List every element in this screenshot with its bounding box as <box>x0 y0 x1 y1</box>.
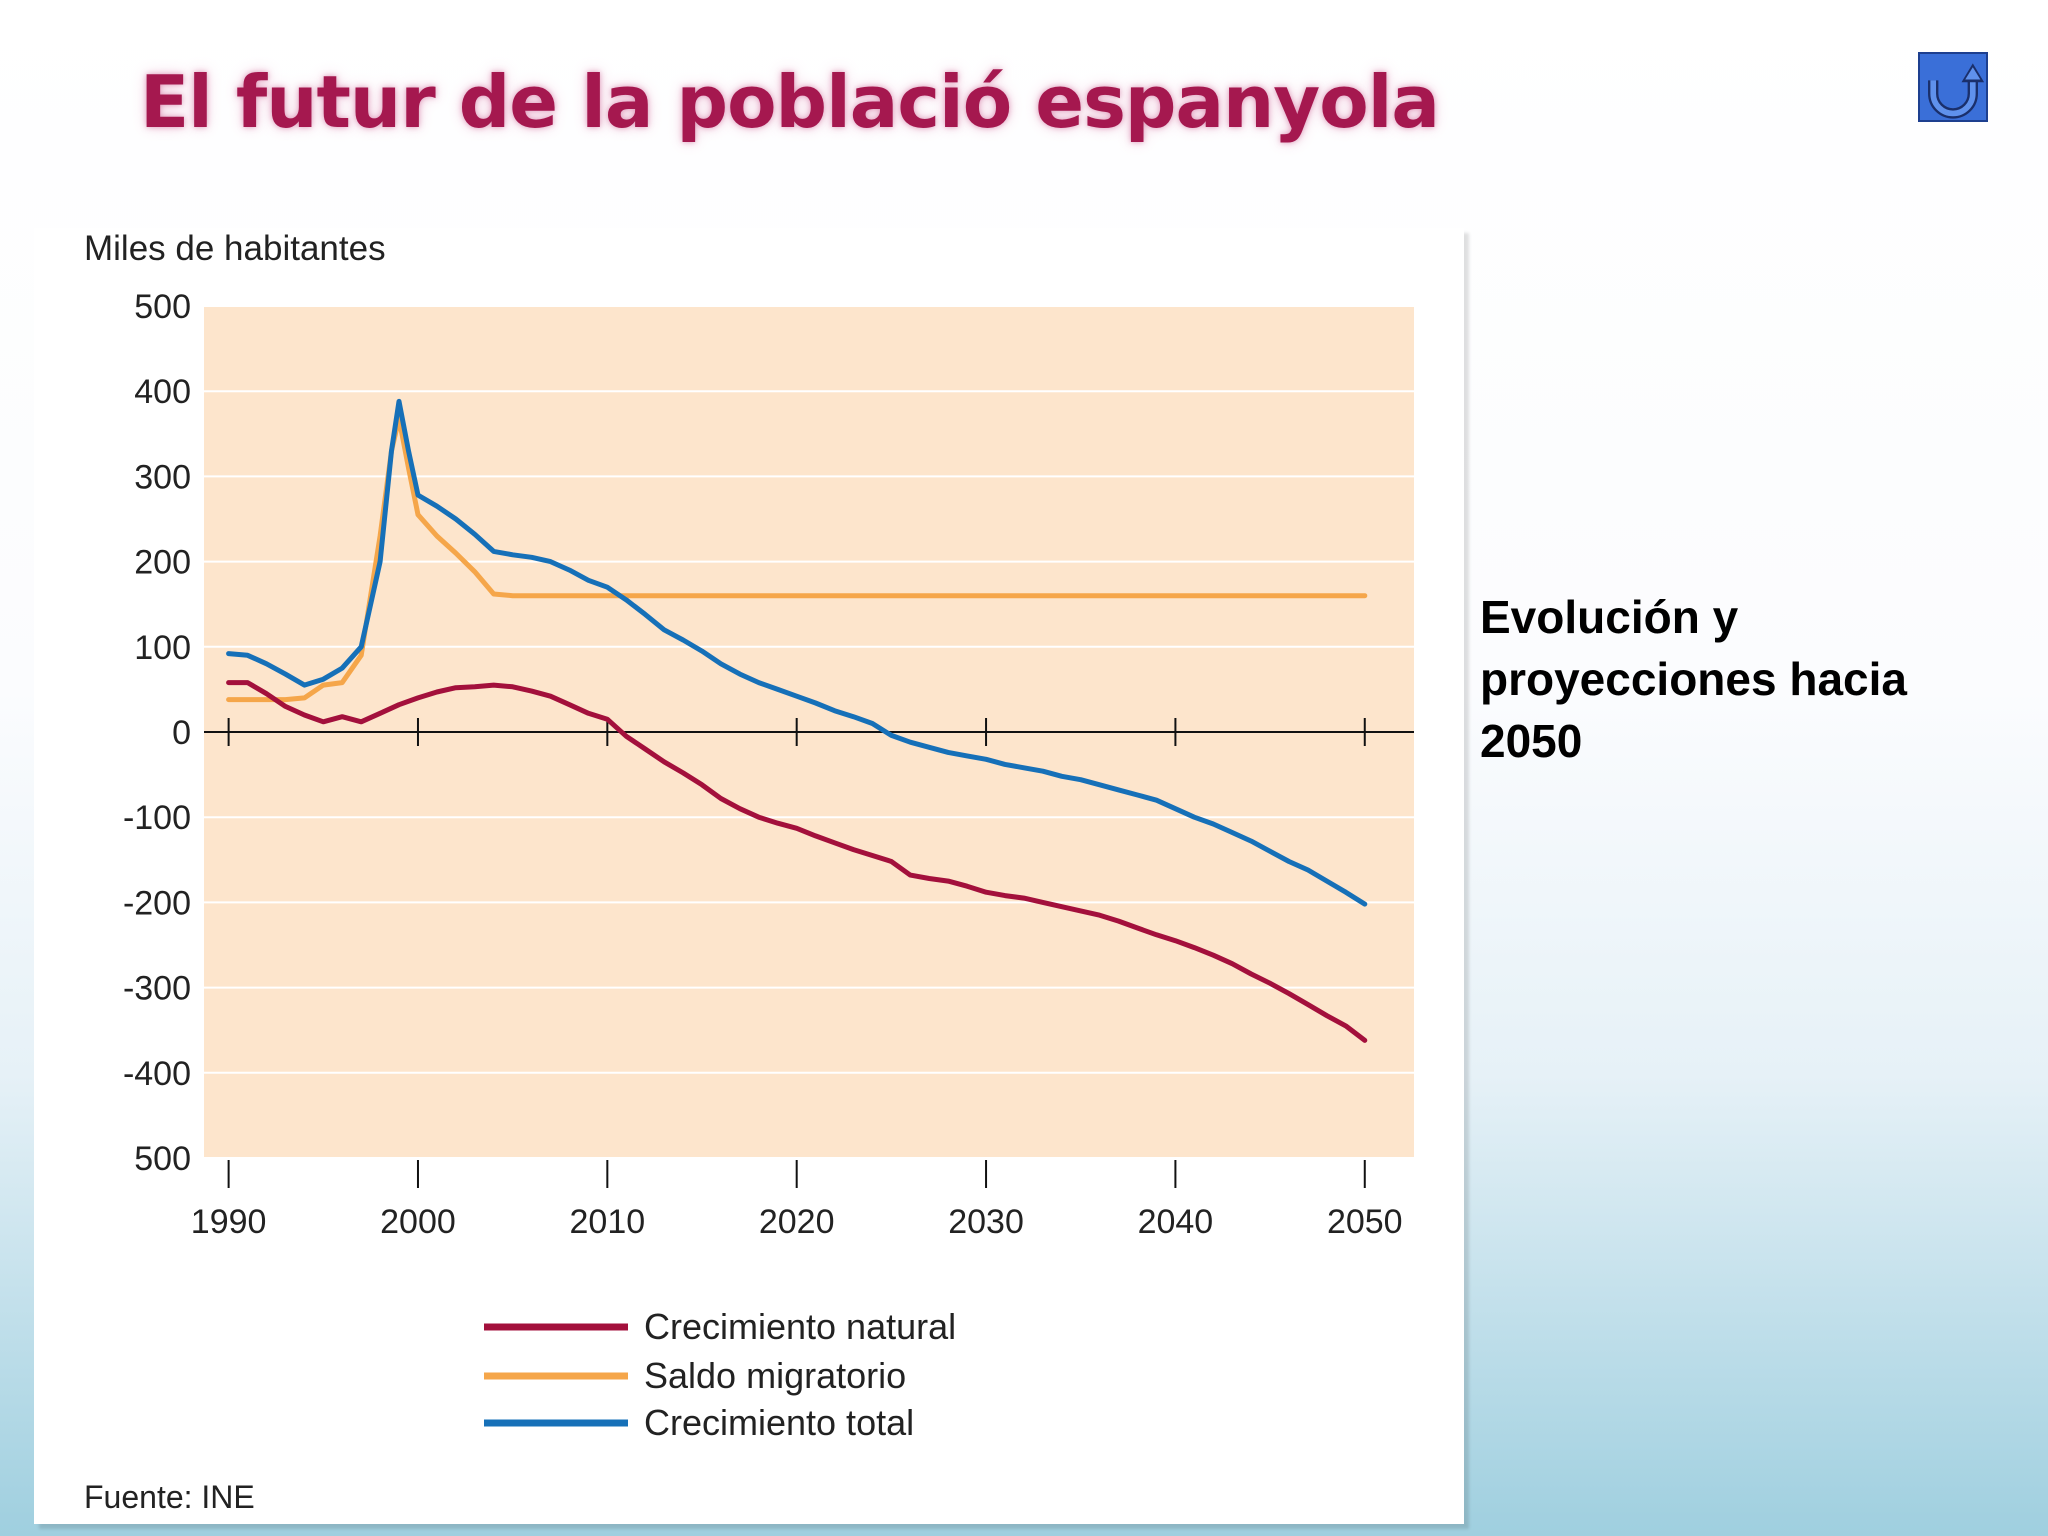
series-line-migratorio <box>226 416 1368 703</box>
chart: Miles de habitantes 500 400 300 200 100 0 -100… <box>84 229 1414 1515</box>
side-caption: Evolución y proyecciones hacia 2050 <box>1480 591 1907 767</box>
legend-label: Saldo migratorio <box>644 1355 906 1396</box>
back-button[interactable] <box>1918 52 1988 122</box>
slide-title: El futur de la població espanyola <box>140 60 1440 144</box>
y-tick-label: 500 <box>134 1140 191 1178</box>
x-tick-label: 1990 <box>191 1203 267 1241</box>
y-tick-label: 100 <box>134 629 191 667</box>
y-tick-label: 500 <box>134 288 191 326</box>
y-tick-label: 300 <box>134 458 191 496</box>
y-tick-label: 0 <box>172 714 191 752</box>
x-tick-label: 2000 <box>380 1203 456 1241</box>
y-tick-label: -400 <box>123 1055 191 1093</box>
chart-panel: Miles de habitantes 500 400 300 200 100 0 -100… <box>34 228 1464 1524</box>
y-axis-label: Miles de habitantes <box>84 229 386 268</box>
x-tick-label: 2050 <box>1327 1203 1403 1241</box>
legend-label: Crecimiento total <box>644 1402 914 1443</box>
series-line-total <box>226 398 1368 907</box>
x-tick-label: 2020 <box>759 1203 835 1241</box>
y-tick-label: -200 <box>123 884 191 922</box>
source-note: Fuente: INE <box>84 1479 255 1515</box>
y-tick-label: -100 <box>123 799 191 837</box>
series-line-natural <box>226 680 1368 1043</box>
x-tick-label: 2030 <box>948 1203 1024 1241</box>
x-tick-label: 2010 <box>570 1203 646 1241</box>
y-tick-label: -300 <box>123 970 191 1008</box>
back-arrow-icon <box>1928 63 1985 119</box>
y-tick-label: 200 <box>134 544 191 582</box>
y-tick-label: 400 <box>134 373 191 411</box>
x-tick-label: 2040 <box>1138 1203 1214 1241</box>
legend-label: Crecimiento natural <box>644 1306 956 1347</box>
